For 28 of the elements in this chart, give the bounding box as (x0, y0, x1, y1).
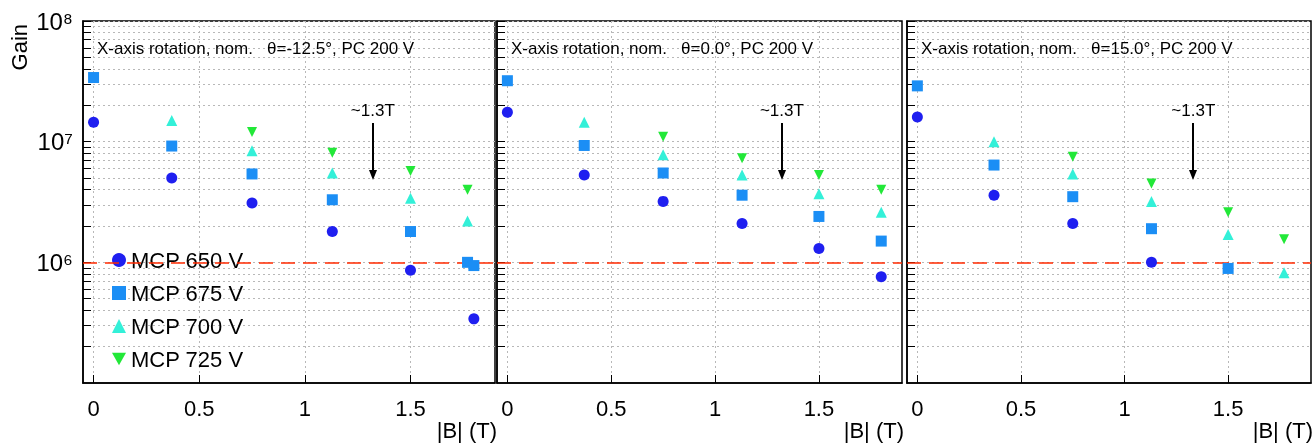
y-axis-title: Gain (6, 23, 32, 71)
x-axis-title: |B| (T) (843, 417, 904, 443)
x-tick-label: 1 (1118, 395, 1131, 421)
annotation: ~1.3T (759, 101, 804, 120)
x-tick-label: 1 (298, 395, 311, 421)
y-tick-label: 10⁷ (37, 128, 73, 156)
x-tick-label: 1.5 (1212, 395, 1244, 421)
x-tick-label: 0 (911, 395, 924, 421)
x-tick-label: 0 (501, 395, 514, 421)
annotation: X-axis rotation, nom. θ=-12.5°, PC 200 V (97, 39, 415, 58)
legend-label: MCP 700 V (131, 313, 244, 339)
y-tick-label: 10⁶ (36, 248, 73, 276)
annotation: X-axis rotation, nom. θ=15.0°, PC 200 V (921, 39, 1234, 58)
x-tick-label: 1.5 (803, 395, 835, 421)
x-tick-label: 0 (87, 395, 100, 421)
x-tick-label: 0.5 (1005, 395, 1037, 421)
annotation: X-axis rotation, nom. θ=0.0°, PC 200 V (511, 39, 814, 58)
x-tick-label: 1.5 (395, 395, 426, 421)
annotation: ~1.3T (350, 101, 395, 120)
x-axis-title: |B| (T) (1252, 417, 1313, 443)
x-tick-label: 1 (708, 395, 722, 421)
annotation: ~1.3T (1171, 101, 1216, 120)
x-tick-label: 0.5 (183, 395, 215, 421)
x-axis-title: |B| (T) (436, 417, 497, 443)
legend-label: MCP 675 V (131, 280, 244, 306)
y-tick-label: 10⁸ (36, 7, 73, 35)
x-tick-label: 0.5 (595, 395, 627, 421)
legend-label: MCP 725 V (131, 346, 244, 372)
